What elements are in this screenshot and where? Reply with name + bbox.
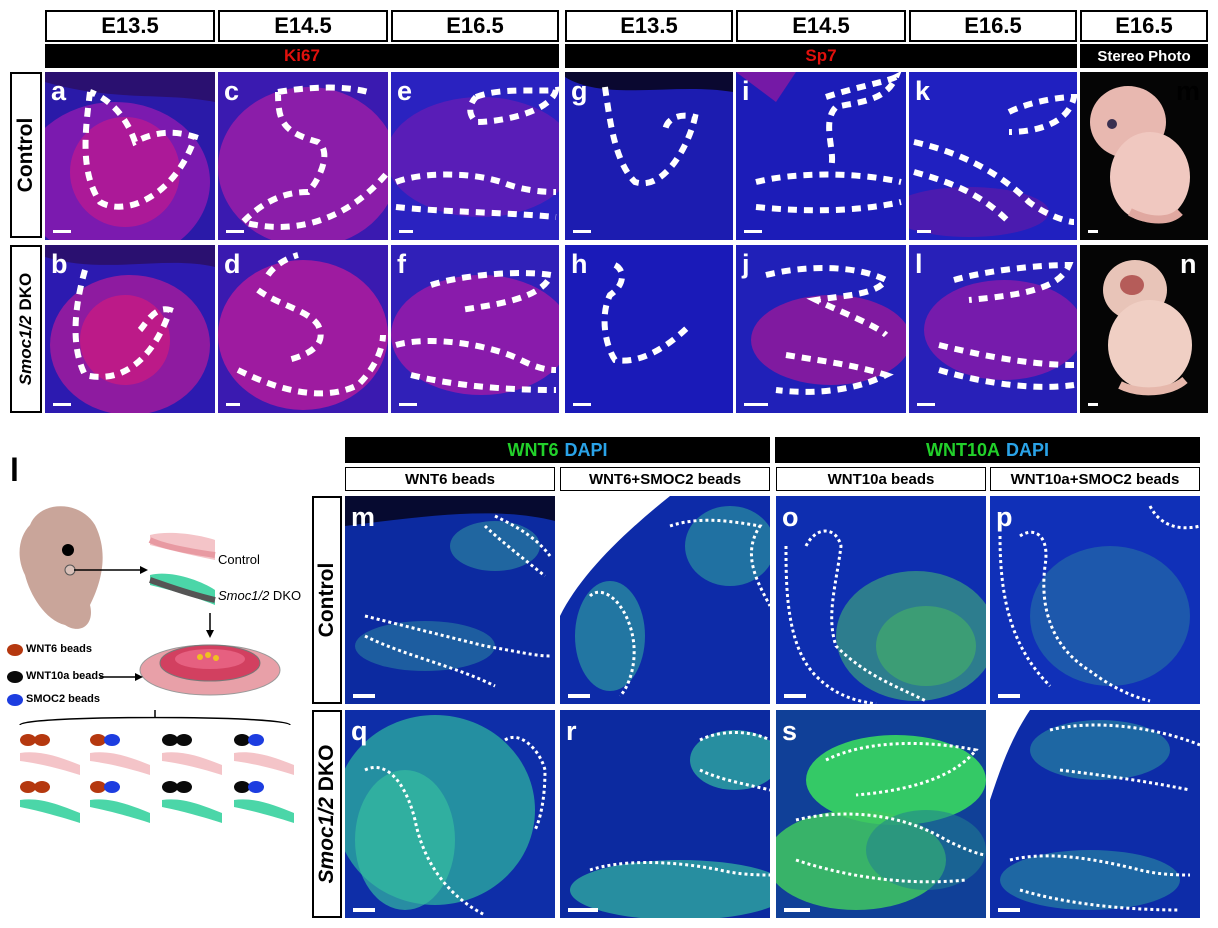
treatment-header: WNT6 beads [345,467,555,491]
micrograph-panel: n [560,496,770,704]
micrograph-panel: a [45,72,215,240]
panel-letter: n [1180,249,1197,279]
panel-letter: n [566,502,583,532]
panel-letter: e [397,76,412,106]
micrograph-panel: r [560,710,770,918]
stage-header: E16.5 [909,10,1077,42]
panel-letter: b [51,249,68,279]
stage-header: E16.5 [1080,10,1208,42]
panel-letter: g [571,76,588,106]
panel-letter: t [996,716,1005,746]
micrograph-panel: c [218,72,388,240]
bar-dapi: DAPI [564,439,608,460]
micrograph-panel: d [218,245,388,413]
panel-letter: o [782,502,799,532]
treatment-header: WNT6+SMOC2 beads [560,467,770,491]
panel-letter: k [915,76,931,106]
micrograph-panel: i [736,72,906,240]
panel-letter: j [741,249,750,279]
legend-wnt6: WNT6 beads [26,643,93,655]
panel-letter-l: l [10,452,19,488]
legend-wnt10a: WNT10a beads [26,670,105,682]
panel-letter: r [566,716,577,746]
stage-header: E13.5 [565,10,733,42]
panel-letter: f [397,249,407,279]
panel-letter: d [224,249,241,279]
marker-bar-sp7: Sp7 [565,44,1077,68]
bar-gene: WNT10A [925,439,1000,460]
bar-wnt6-dapi: WNT6 DAPI [345,437,770,463]
panel-letter: q [351,716,368,746]
treatment-header: WNT10a+SMOC2 beads [990,467,1200,491]
marker-bar-stereo: Stereo Photo [1080,44,1208,68]
micrograph-panel: j [736,245,906,413]
row-label-text: Control [14,117,37,193]
panel-letter: l [915,249,923,279]
micrograph-panel: s [776,710,986,918]
schematic-label-dko: Smoc1/2 DKO [218,588,302,603]
panel-letter: p [996,502,1013,532]
micrograph-panel: k [909,72,1077,240]
micrograph-panel: t [990,710,1200,918]
micrograph-panel: q [345,710,555,918]
panel-letter: c [224,76,239,106]
row-label-text: Control [315,562,338,638]
micrograph-panel: l [909,245,1077,413]
micrograph-panel: m [345,496,555,704]
micrograph-panel: h [565,245,733,413]
stage-header: E16.5 [391,10,559,42]
schematic-label-control: Control [218,552,260,567]
row-label-text: Smoc1/2 DKO [16,272,35,386]
micrograph-panel: o [776,496,986,704]
panel-letter: h [571,249,588,279]
panel-letter: m [351,502,375,532]
micrograph-panel: g [565,72,733,240]
panel-letter: i [742,76,750,106]
schematic [0,495,300,825]
row-label-control: Control [10,72,42,238]
bar-dapi: DAPI [1006,439,1050,460]
row-label-text: Smoc1/2 DKO [315,744,338,884]
micrograph-panel: f [391,245,559,413]
micrograph-panel: b [45,245,215,413]
treatment-header: WNT10a beads [776,467,986,491]
marker-bar-ki67: Ki67 [45,44,559,68]
bar-gene: WNT6 [507,439,559,460]
panel-letter: s [782,716,797,746]
stage-header: E14.5 [736,10,906,42]
legend-smoc2: SMOC2 beads [26,693,100,705]
row-label-control-bottom: Control [312,496,342,704]
micrograph-panel: p [990,496,1200,704]
micrograph-panel: e [391,72,559,240]
panel-letter: m [1176,76,1200,106]
stereo-photo-panel: n [1080,245,1208,413]
stage-header: E14.5 [218,10,388,42]
row-label-dko: Smoc1/2 DKO [10,245,42,413]
row-label-dko-bottom: Smoc1/2 DKO [312,710,342,918]
panel-letter: a [51,76,67,106]
stereo-photo-panel: m [1080,72,1208,240]
stage-header: E13.5 [45,10,215,42]
bar-wnt10a-dapi: WNT10A DAPI [775,437,1200,463]
